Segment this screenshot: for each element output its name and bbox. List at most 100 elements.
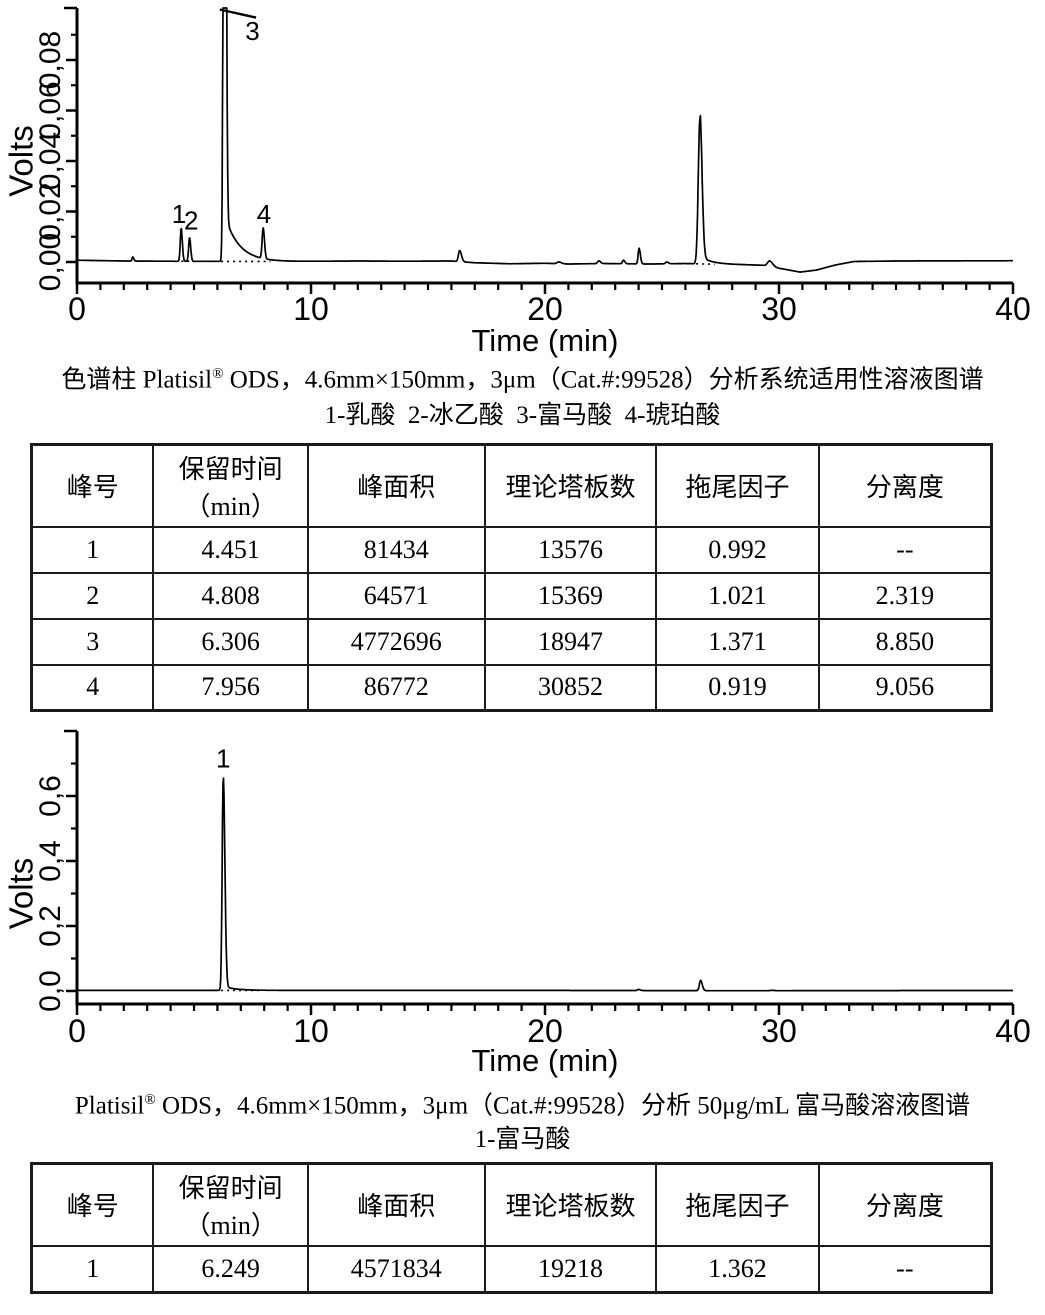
x-tick-label: 10 [293,291,329,327]
table-cell: 4.808 [152,571,309,620]
table-header-cell: 峰号 [30,443,155,528]
y-tick-label: 0,00 [34,233,67,291]
table-row: 2 4.808 64571 15369 1.021 2.319 [30,571,993,620]
chromatogram-trace [76,777,1014,992]
x-axis-title: Time (min) [472,323,619,358]
chromatogram-fumaric-acid: 0,0 0,2 0,4 0,6 Volts 0 10 20 30 40 Time (min) 1 [3,729,1031,1078]
axes [64,6,1013,285]
peak-leader-line [219,8,257,19]
y-axis-title: Volts [3,858,40,930]
table-header-cell: 峰面积 [306,1162,486,1247]
table-cell: 4772696 [306,617,486,666]
system-suitability-table: 峰号 保留时间 （min） 峰面积 理论塔板数 拖尾因子 分离度 1 4.451 81434 13… [30,443,993,712]
integration-baselines [175,260,715,266]
table-cell: 81434 [306,525,486,574]
y-tick-label: 0,06 [34,81,67,139]
y-tick-label: 0,6 [34,775,67,817]
table-header-cell: 峰面积 [306,443,486,528]
table-row: 3 6.306 4772696 18947 1.371 8.850 [30,617,993,666]
table-cell: -- [817,525,993,574]
axes [64,729,1013,1006]
x-tick-label: 40 [995,291,1031,327]
table-header-cell: 峰号 [30,1162,155,1247]
y-axis-tick-labels: 0,000,020,040,060,08 [34,31,67,291]
table-cell: 1.021 [655,571,820,620]
table-cell: 30852 [483,663,658,712]
table-cell: 2 [30,571,155,620]
y-tick-label: 0,4 [34,840,67,882]
table-cell: 1.362 [655,1244,820,1294]
registered-trademark-sign: ® [144,1092,156,1108]
y-tick-label: 0,02 [34,182,67,240]
table-cell: 86772 [306,663,486,712]
table-cell: 7.956 [152,663,309,712]
figure1-caption: 色谱柱 Platisil® ODS，4.6mm×150mm，3μm（Cat.#:… [0,355,1045,393]
table-header-cell: 分离度 [817,1162,993,1247]
table-cell: 0.919 [655,663,820,712]
figure2-caption: Platisil® ODS，4.6mm×150mm，3μm（Cat.#:9952… [0,1081,1045,1119]
x-tick-label: 20 [527,291,563,327]
y-tick-label: 0,2 [34,905,67,947]
y-tick-label: 0,08 [34,31,67,89]
table-row: 1 4.451 81434 13576 0.992 -- [30,525,993,574]
table-header-cell: 保留时间 （min） [152,1162,309,1247]
table-cell: 1.371 [655,617,820,666]
peak-label: 1 [172,199,186,229]
figure2-caption-pre: Platisil [74,1092,145,1120]
peak-label: 3 [245,16,259,46]
table-cell: 3 [30,617,155,666]
x-axis-ticks [75,283,1015,294]
y-axis-title: Volts [3,125,40,197]
chromatogram-trace [76,7,1014,273]
table-cell: 13576 [483,525,658,574]
peak-labels: 1 [216,744,230,774]
table-cell: 4 [30,663,155,712]
x-axis-title: Time (min) [472,1043,619,1078]
figure2-peak-legend: 1-富马酸 [474,1126,571,1153]
peak-labels: 12 3 4 [172,16,271,235]
peak-label: 2 [184,205,198,235]
x-tick-label: 0 [68,1013,86,1049]
x-axis-tick-labels: 0 10 20 30 40 [68,1013,1031,1049]
y-axis-ticks [66,33,77,264]
table-cell: 1 [30,525,155,574]
table-row: 4 7.956 86772 30852 0.919 9.056 [30,663,993,712]
peak-label: 4 [257,199,271,229]
x-tick-label: 30 [761,1013,797,1049]
y-tick-label: 0,0 [34,970,67,1012]
x-tick-label: 0 [68,291,86,327]
table-header-row: 峰号 保留时间 （min） 峰面积 理论塔板数 拖尾因子 分离度 [30,1162,993,1247]
table-cell: 64571 [306,571,486,620]
peak-label: 1 [216,744,230,774]
y-axis-ticks [66,762,77,993]
table-header-cell: 理论塔板数 [483,443,658,528]
fumaric-acid-table: 峰号 保留时间 （min） 峰面积 理论塔板数 拖尾因子 分离度 1 6.249 4571834… [30,1162,993,1294]
table-cell: 1 [30,1244,155,1294]
table-cell: 0.992 [655,525,820,574]
table-cell: 8.850 [817,617,993,666]
table-header-cell: 理论塔板数 [483,1162,658,1247]
table-header-cell: 保留时间 （min） [152,443,309,528]
x-tick-label: 10 [293,1013,329,1049]
table-cell: 15369 [483,571,658,620]
x-tick-label: 40 [995,1013,1031,1049]
table-cell: 4571834 [306,1244,486,1294]
y-tick-label: 0,04 [34,132,67,190]
figure1-peak-legend: 1-乳酸 2-冰乙酸 3-富马酸 4-琥珀酸 [324,402,721,429]
table-cell: 19218 [483,1244,658,1294]
x-axis-ticks [75,1004,1015,1015]
x-tick-label: 20 [527,1013,563,1049]
table-cell: 9.056 [817,663,993,712]
figure1-caption-post: ODS，4.6mm×150mm，3μm（Cat.#:99528）分析系统适用性溶… [223,366,984,394]
registered-trademark-sign: ® [212,366,224,382]
table-header-cell: 拖尾因子 [655,443,820,528]
x-axis-tick-labels: 0 10 20 30 40 [68,291,1031,327]
table-header-cell: 拖尾因子 [655,1162,820,1247]
table-cell: 6.249 [152,1244,309,1294]
table-cell: -- [817,1244,993,1294]
table-cell: 4.451 [152,525,309,574]
x-tick-label: 30 [761,291,797,327]
figure2-caption-post: ODS，4.6mm×150mm，3μm（Cat.#:99528）分析 50μg/… [155,1092,971,1120]
